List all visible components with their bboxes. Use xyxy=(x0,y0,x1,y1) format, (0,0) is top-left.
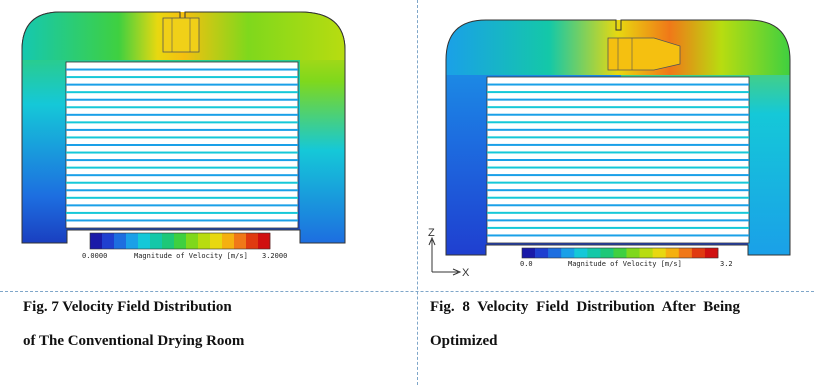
tray-gap xyxy=(487,189,749,192)
tray-gap xyxy=(487,204,749,207)
axis-triad: Z X xyxy=(428,227,470,279)
tray-gap xyxy=(487,91,749,94)
tray-gap xyxy=(66,128,298,131)
legend-swatch xyxy=(691,248,706,258)
figure-7: 0.0000 Magnitude of Velocity [m/s] 3.200… xyxy=(0,0,417,291)
legend-swatch xyxy=(102,233,115,249)
tray-gap xyxy=(487,234,749,237)
tray-gap xyxy=(66,181,298,184)
legend-min: 0.0000 xyxy=(82,252,107,260)
legend-swatch xyxy=(258,233,271,249)
legend-label: Magnitude of Velocity [m/s] xyxy=(134,252,248,260)
legend-swatch xyxy=(174,233,187,249)
tray-gap xyxy=(66,68,298,71)
legend-swatch xyxy=(234,233,247,249)
legend-min: 0.0 xyxy=(520,260,533,268)
axis-z-label: Z xyxy=(428,227,435,239)
caption-line-1: Fig. 7 Velocity Field Distribution xyxy=(23,299,232,315)
legend-swatch xyxy=(114,233,127,249)
legend-swatch xyxy=(574,248,588,258)
legend-max: 3.2 xyxy=(720,260,733,268)
tray-gap xyxy=(66,151,298,154)
tray-gap xyxy=(487,136,749,139)
tray-gap xyxy=(66,159,298,162)
legend-swatch xyxy=(186,233,199,249)
color-legend xyxy=(521,247,719,259)
velocity-field-plot-conventional: 0.0000 Magnitude of Velocity [m/s] 3.200… xyxy=(21,11,346,260)
legend-swatch xyxy=(548,248,562,258)
tray-gap xyxy=(487,113,749,116)
legend-swatch xyxy=(126,233,139,249)
tray-stack xyxy=(65,61,299,229)
legend-swatch xyxy=(150,233,163,249)
figure-7-caption: Fig. 7 Velocity Field Distribution of Th… xyxy=(23,297,403,351)
figure-8: 0.0 Magnitude of Velocity [m/s] 3.2 Z X xyxy=(418,0,814,291)
legend-swatch xyxy=(90,233,103,249)
tray-gap xyxy=(487,106,749,109)
tray-gap xyxy=(66,121,298,124)
legend-swatch xyxy=(222,233,235,249)
legend-swatch xyxy=(198,233,211,249)
tray-gap xyxy=(66,113,298,116)
row-divider xyxy=(0,291,814,292)
tray-gap xyxy=(66,98,298,101)
legend-swatch xyxy=(522,248,536,258)
legend-swatch xyxy=(678,248,693,258)
tray-gap xyxy=(487,98,749,101)
tray-gap xyxy=(66,91,298,94)
legend-swatch xyxy=(639,248,653,258)
legend-swatch xyxy=(600,248,614,258)
tray-gap xyxy=(487,151,749,154)
caption-line-1: Fig. 8 Velocity Field Distribution After… xyxy=(430,299,740,315)
tray-stack xyxy=(486,76,750,244)
tray-gap xyxy=(66,76,298,79)
column-divider xyxy=(417,0,418,385)
figure-8-caption: Fig. 8 Velocity Field Distribution After… xyxy=(430,297,810,351)
legend-label: Magnitude of Velocity [m/s] xyxy=(568,260,682,268)
color-legend xyxy=(89,232,271,250)
tray-gap xyxy=(487,143,749,146)
legend-max: 3.2000 xyxy=(262,252,287,260)
legend-swatch xyxy=(652,248,667,258)
tray-gap xyxy=(66,83,298,86)
caption-line-2: of The Conventional Drying Room xyxy=(23,333,245,349)
legend-swatch xyxy=(210,233,223,249)
tray-gap xyxy=(487,181,749,184)
legend-swatch xyxy=(613,248,627,258)
tray-gap xyxy=(487,219,749,222)
caption-line-2: Optimized xyxy=(430,333,498,349)
tray-gap xyxy=(487,211,749,214)
legend-swatch xyxy=(665,248,680,258)
tray-gap xyxy=(487,226,749,229)
legend-swatch xyxy=(246,233,259,249)
legend-swatch xyxy=(704,248,719,258)
tray-gap xyxy=(487,121,749,124)
tray-gap xyxy=(487,128,749,131)
tray-gap xyxy=(487,166,749,169)
tray-gap xyxy=(66,189,298,192)
tray-gap xyxy=(66,219,298,222)
legend-swatch xyxy=(162,233,175,249)
tray-gap xyxy=(66,196,298,199)
tray-gap xyxy=(66,174,298,177)
tray-gap xyxy=(487,83,749,86)
tray-gap xyxy=(487,159,749,161)
legend-swatch xyxy=(626,248,640,258)
legend-swatch xyxy=(587,248,601,258)
tray-gap xyxy=(66,144,298,146)
tray-gap xyxy=(66,106,298,109)
legend-swatch xyxy=(535,248,549,258)
tray-gap xyxy=(487,196,749,199)
tray-gap xyxy=(66,204,298,207)
tray-gap xyxy=(487,174,749,177)
tray-gap xyxy=(66,136,298,139)
legend-swatch xyxy=(138,233,151,249)
legend-swatch xyxy=(561,248,575,258)
tray-gap xyxy=(66,166,298,169)
tray-gap xyxy=(66,211,298,214)
axis-x-label: X xyxy=(462,267,470,279)
velocity-field-plot-optimized: 0.0 Magnitude of Velocity [m/s] 3.2 Z X xyxy=(428,19,791,279)
